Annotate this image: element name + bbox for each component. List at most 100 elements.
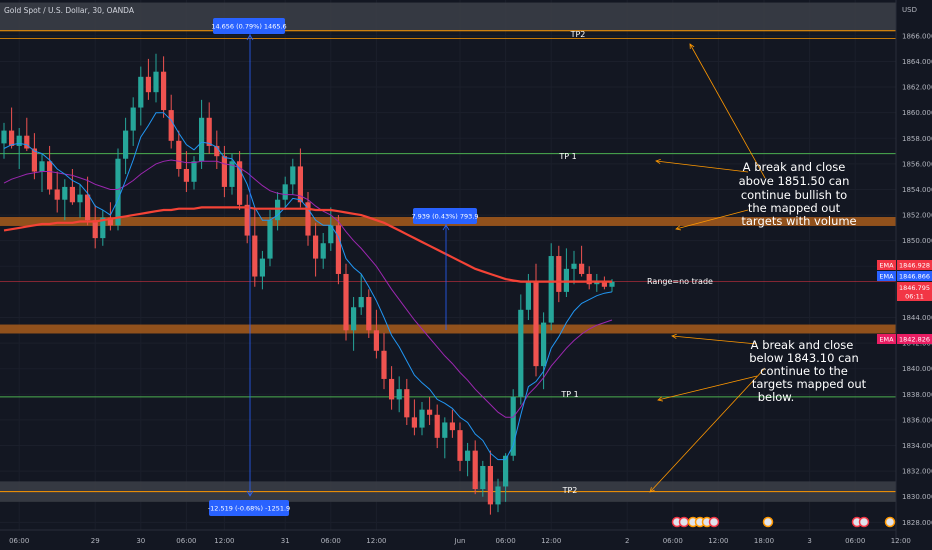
candle-body <box>472 450 478 490</box>
bearish-line-3: continue to the <box>760 364 848 378</box>
time-tick-label: 29 <box>91 537 100 545</box>
time-tick-label: 06:00 <box>663 537 683 545</box>
candle-body <box>297 166 303 203</box>
candle-body <box>396 389 402 400</box>
candle-body <box>100 217 106 239</box>
candle-body <box>183 168 189 182</box>
measure-arrowhead-mid <box>442 224 450 231</box>
price-tag-ema-blue-value-text: 1846.866 <box>899 273 930 281</box>
arrow-to-tp1-bottom-head <box>657 396 663 402</box>
level-label-tp1-bottom: TP 1 <box>560 390 578 399</box>
time-tick-label: 18:00 <box>754 537 774 545</box>
price-tag-ema-pink-value <box>897 334 932 344</box>
price-tick-label: 1850.000 <box>902 237 932 245</box>
candle-body <box>427 409 433 415</box>
candle-body <box>381 350 387 379</box>
arrow-to-resistance <box>675 209 749 230</box>
candles <box>1 53 615 515</box>
price-tag-last-value: 1846.795 <box>899 284 930 292</box>
bearish-line-4: targets mapped out <box>752 377 867 391</box>
event-flag-icon[interactable] <box>884 516 896 528</box>
price-tags: EMA 1846.928 EMA 1846.866 1846.795 06:11… <box>877 260 932 344</box>
symbol-title: Gold Spot / U.S. Dollar, 30, OANDA <box>4 6 135 15</box>
candle-body <box>176 140 182 169</box>
measure-label-bottom[interactable]: -12.519 (-0.68%) -1251.9 <box>208 500 290 516</box>
price-tag-ema-red-label <box>877 260 896 270</box>
candle-body <box>145 76 151 93</box>
arrow-to-tp2-bottom <box>649 367 766 493</box>
candle-body <box>571 263 577 269</box>
measure-label-top-text: 14.656 (0.79%) 1465.6 <box>211 23 286 31</box>
candle-body <box>244 204 250 236</box>
candle-body <box>69 186 75 203</box>
candle-body <box>267 220 273 259</box>
price-tag-ema-pink: EMA 1842.826 <box>877 334 932 344</box>
event-flag-icon[interactable] <box>858 516 870 528</box>
candle-body <box>221 156 227 187</box>
arrow-to-tp1-bottom <box>657 375 758 401</box>
price-tick-label: 1858.000 <box>902 135 932 143</box>
range-annotation: Range=no trade <box>647 277 713 286</box>
bullish-line-3: continue bullish to <box>741 188 847 202</box>
price-tick-label: 1852.000 <box>902 212 932 220</box>
arrow-to-tp1-top <box>655 160 749 173</box>
time-tick-label: Jun <box>454 537 466 545</box>
candle-body <box>77 194 83 203</box>
candle-body <box>275 199 281 221</box>
measure-label-top[interactable]: 14.656 (0.79%) 1465.6 <box>211 18 287 34</box>
price-tick-label: 1840.000 <box>902 365 932 373</box>
price-tag-ema-pink-value-text: 1842.826 <box>899 336 930 344</box>
price-tag-ema-pink-label <box>877 334 896 344</box>
candle-body <box>434 414 440 438</box>
measure-arrowhead-down <box>246 490 254 497</box>
measure-label-mid[interactable]: 7.939 (0.43%) 793.9 <box>411 208 479 224</box>
time-tick-label: 12:00 <box>708 537 728 545</box>
arrow-to-tp2-top-head <box>689 43 695 50</box>
measure-arrowhead-up <box>246 34 254 41</box>
time-tick-label: 2 <box>625 537 629 545</box>
price-tick-label: 1860.000 <box>902 109 932 117</box>
level-label-tp2-top: TP2 <box>570 30 586 39</box>
tp2-top-zone <box>0 2 896 31</box>
candle-body <box>358 297 364 308</box>
candle-body <box>107 217 113 226</box>
event-flag-icon[interactable] <box>708 516 720 528</box>
candle-body <box>419 409 425 428</box>
bullish-line-4: the mapped out <box>748 201 841 215</box>
measure-label-mid-box <box>413 208 477 224</box>
candle-body <box>442 422 448 438</box>
candle-body <box>320 243 326 259</box>
candle-body <box>487 465 493 505</box>
candle-body <box>24 135 30 149</box>
bullish-line-2: above 1851.50 can <box>739 174 850 188</box>
price-tag-last-countdown: 06:11 <box>905 293 924 301</box>
price-tick-label: 1830.000 <box>902 493 932 501</box>
candle-body <box>161 71 167 111</box>
candle-body <box>92 220 98 239</box>
price-tag-ema-blue: EMA 1846.866 <box>877 271 932 281</box>
candle-body <box>16 135 22 146</box>
candle-body <box>214 145 220 157</box>
candle-body <box>54 189 60 200</box>
time-tick-label: 12:00 <box>891 537 911 545</box>
price-tag-last: 1846.795 06:11 <box>897 282 932 301</box>
price-tag-ema-blue-label-text: EMA <box>879 273 894 281</box>
price-tag-ema-red-label-text: EMA <box>879 262 894 270</box>
event-flag-icon[interactable] <box>678 516 690 528</box>
candle-body <box>457 430 463 461</box>
candle-body <box>449 422 455 431</box>
candle-body <box>130 107 136 131</box>
event-flag-icon[interactable] <box>762 516 774 528</box>
time-tick-label: 31 <box>281 537 290 545</box>
time-tick-label: 06:00 <box>496 537 516 545</box>
candle-body <box>39 161 45 172</box>
candle-body <box>85 194 91 221</box>
price-axis[interactable]: 1866.000 1864.000 1862.000 1860.000 1858.000… <box>902 32 932 526</box>
price-tick-label: 1832.000 <box>902 468 932 476</box>
candle-body <box>586 273 592 285</box>
time-tick-label: 06:00 <box>321 537 341 545</box>
candle-body <box>206 117 212 146</box>
time-axis[interactable]: 06:00 29 30 06:00 12:00 31 06:00 12:00 Jun 06:00 1… <box>9 537 911 545</box>
event-markers[interactable] <box>671 516 896 528</box>
